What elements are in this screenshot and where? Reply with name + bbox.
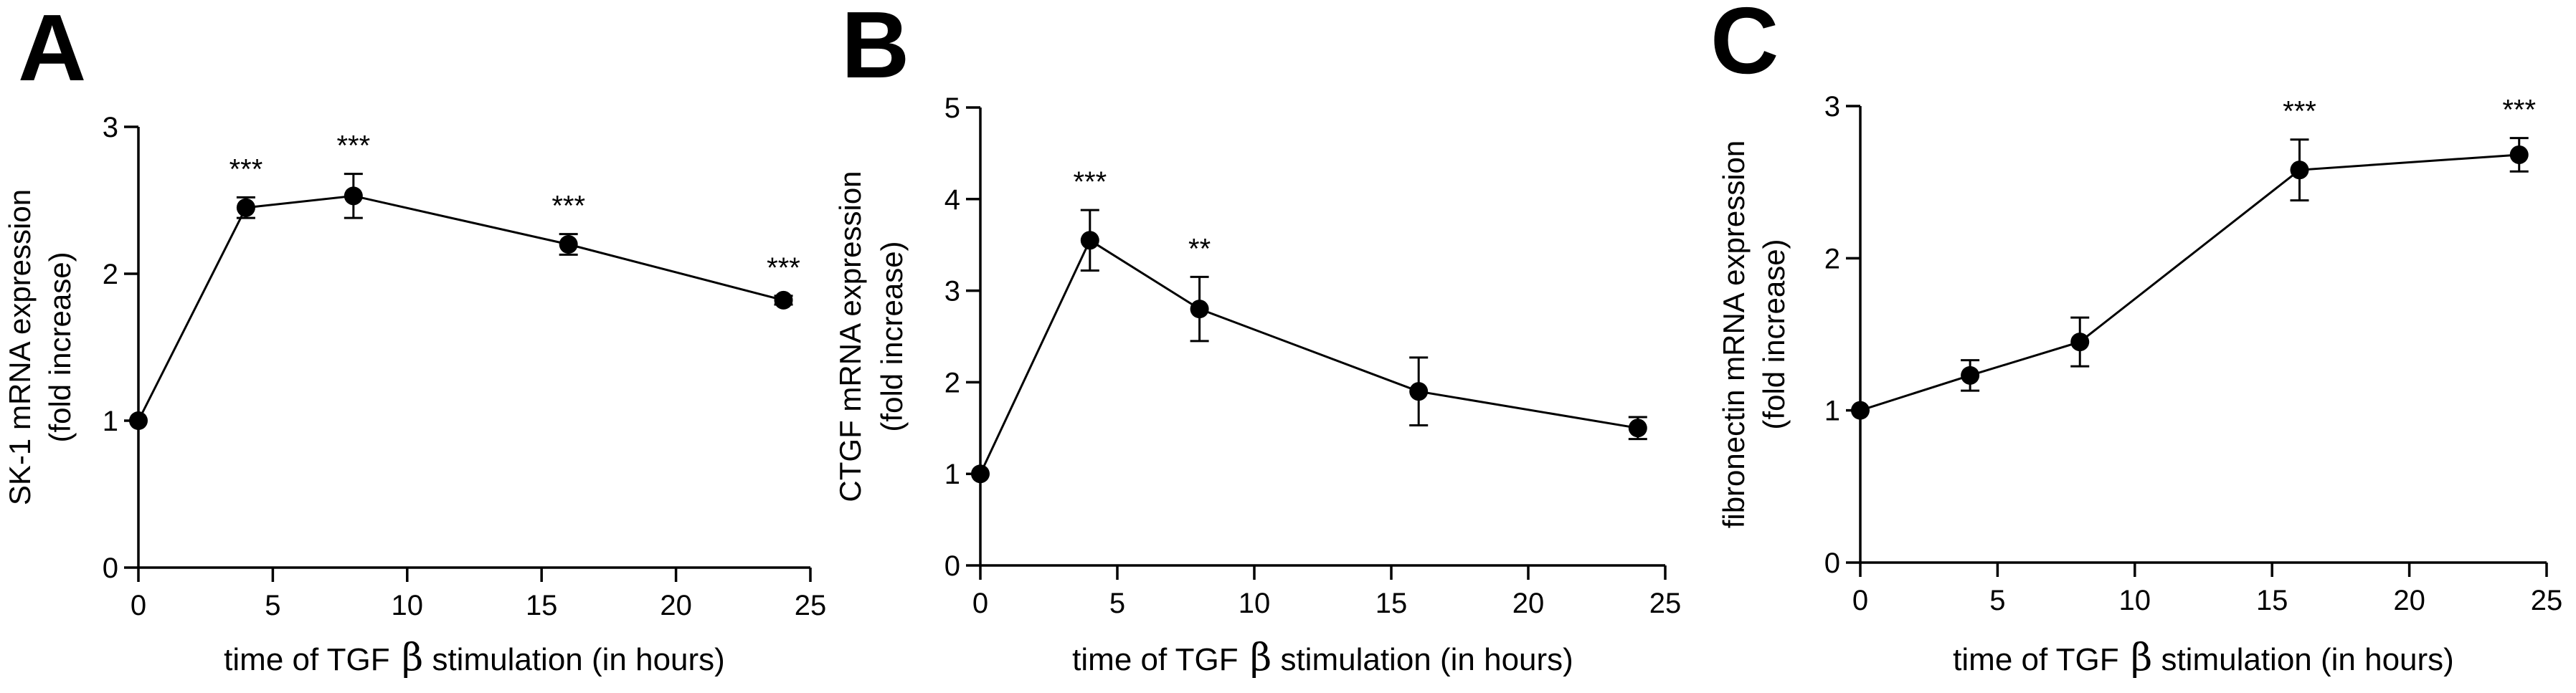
data-point [1628, 419, 1647, 438]
x-axis-label: time of TGF β stimulation (in hours) [1953, 636, 2454, 679]
data-point [344, 186, 363, 206]
y-axis-label: fibronectin mRNA expression [1717, 140, 1751, 529]
data-point [1851, 401, 1870, 420]
series-line [1860, 153, 2519, 412]
significance-label: *** [2502, 95, 2536, 126]
y-axis-label-units: (fold increase) [43, 252, 77, 442]
y-tick-label: 5 [944, 92, 960, 124]
y-tick-label: 2 [1824, 243, 1840, 274]
data-point [971, 464, 990, 484]
data-point [2070, 333, 2090, 352]
y-tick-label: 3 [103, 112, 118, 143]
y-tick-label: 0 [1824, 548, 1840, 579]
x-tick-label: 5 [1109, 588, 1125, 619]
series-line [137, 194, 784, 421]
data-point [2509, 145, 2529, 164]
data-point [236, 198, 255, 217]
data-point [1961, 365, 1980, 385]
y-axis-label: CTGF mRNA expression [833, 171, 867, 502]
x-tick-label: 5 [1989, 585, 2005, 616]
y-tick-label: 0 [944, 550, 960, 582]
y-axis-label-units: (fold increase) [1757, 239, 1791, 429]
series-line [979, 239, 1639, 474]
y-tick-label: 1 [1824, 396, 1840, 427]
x-axis-label: time of TGF β stimulation (in hours) [224, 636, 725, 679]
y-tick-label: 4 [944, 184, 960, 216]
x-tick-label: 0 [972, 588, 988, 619]
significance-label: *** [767, 252, 800, 284]
x-tick-label: 10 [1239, 588, 1271, 619]
x-tick-label: 0 [1852, 585, 1868, 616]
data-point [1080, 231, 1099, 250]
x-tick-label: 15 [1375, 588, 1408, 619]
data-point [1190, 300, 1209, 319]
x-tick-label: 25 [1649, 588, 1682, 619]
data-point [559, 235, 578, 254]
y-tick-label: 1 [103, 406, 118, 437]
significance-label: *** [551, 191, 585, 222]
x-tick-label: 15 [526, 590, 558, 621]
significance-label: *** [229, 153, 263, 185]
significance-label: *** [336, 130, 370, 162]
x-tick-label: 0 [131, 590, 146, 621]
y-tick-label: 0 [103, 553, 118, 584]
panel-letter: A [18, 0, 86, 100]
y-tick-label: 1 [944, 459, 960, 490]
x-tick-label: 15 [2256, 585, 2288, 616]
x-tick-label: 25 [795, 590, 827, 621]
chart-panel-c: C 0 1 2 3 0 5 10 15 20 25 time of TGF β stimulation… [1710, 0, 2562, 679]
significance-label: ** [1188, 233, 1211, 264]
y-axis-label-units: (fold increase) [875, 241, 909, 431]
panel-letter: C [1710, 0, 1779, 93]
x-tick-label: 20 [2393, 585, 2425, 616]
x-tick-label: 5 [265, 590, 280, 621]
chart-panel-b: B 0 1 2 3 4 5 0 5 10 15 20 25 time of TGF β stimulati… [833, 0, 1681, 679]
data-point [774, 290, 793, 310]
y-tick-label: 2 [944, 367, 960, 398]
chart-panel-a: A 0 1 2 3 0 5 10 15 20 25 time of TGF β stimulation… [3, 0, 826, 679]
x-tick-label: 10 [392, 590, 424, 621]
x-tick-label: 25 [2531, 585, 2563, 616]
y-tick-label: 3 [1824, 91, 1840, 123]
y-tick-label: 2 [103, 259, 118, 290]
significance-label: *** [2283, 96, 2316, 128]
x-tick-label: 20 [660, 590, 692, 621]
y-tick-label: 3 [944, 276, 960, 307]
x-axis-label: time of TGF β stimulation (in hours) [1072, 636, 1573, 679]
data-point [129, 411, 148, 430]
y-axis-label: SK-1 mRNA expression [3, 189, 37, 505]
data-point [1409, 382, 1429, 401]
data-point [2290, 161, 2309, 180]
panel-letter: B [841, 0, 909, 97]
significance-label: *** [1073, 166, 1107, 198]
x-tick-label: 20 [1512, 588, 1545, 619]
x-tick-label: 10 [2119, 585, 2151, 616]
